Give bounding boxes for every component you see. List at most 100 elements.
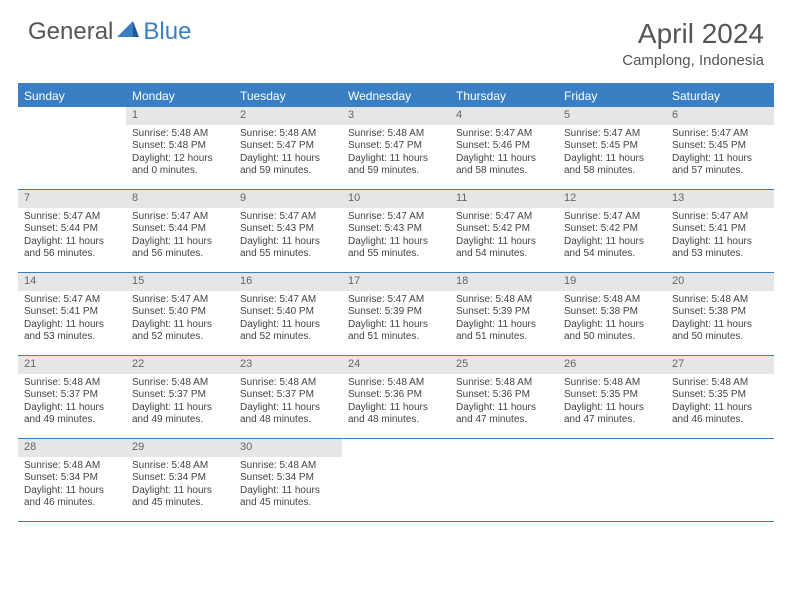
cell-line: Daylight: 11 hours and 51 minutes. (456, 319, 552, 344)
cell-line: Sunrise: 5:47 AM (240, 294, 336, 307)
day-header: Tuesday (234, 85, 342, 107)
cell-line: Daylight: 11 hours and 51 minutes. (348, 319, 444, 344)
cell-line: Sunrise: 5:47 AM (348, 294, 444, 307)
day-number: 27 (666, 356, 774, 374)
cell-line: Sunrise: 5:48 AM (132, 460, 228, 473)
day-number: 18 (450, 273, 558, 291)
cell-line: Sunset: 5:48 PM (132, 140, 228, 153)
cell-body: Sunrise: 5:48 AMSunset: 5:38 PMDaylight:… (666, 291, 774, 348)
calendar-cell: 5Sunrise: 5:47 AMSunset: 5:45 PMDaylight… (558, 107, 666, 189)
day-number: 24 (342, 356, 450, 374)
day-number: 4 (450, 107, 558, 125)
day-header: Sunday (18, 85, 126, 107)
cell-body: Sunrise: 5:48 AMSunset: 5:35 PMDaylight:… (558, 374, 666, 431)
cell-body: Sunrise: 5:47 AMSunset: 5:42 PMDaylight:… (450, 208, 558, 265)
cell-body (558, 443, 666, 450)
header: General Blue April 2024 Camplong, Indone… (0, 0, 792, 77)
calendar-cell: 14Sunrise: 5:47 AMSunset: 5:41 PMDayligh… (18, 273, 126, 355)
logo-triangle-icon (117, 18, 139, 46)
day-number: 5 (558, 107, 666, 125)
logo: General Blue (28, 18, 191, 46)
day-number: 14 (18, 273, 126, 291)
cell-body: Sunrise: 5:47 AMSunset: 5:45 PMDaylight:… (558, 125, 666, 182)
cell-line: Daylight: 11 hours and 46 minutes. (672, 402, 768, 427)
day-number: 3 (342, 107, 450, 125)
day-number: 11 (450, 190, 558, 208)
day-number: 22 (126, 356, 234, 374)
cell-body: Sunrise: 5:48 AMSunset: 5:47 PMDaylight:… (234, 125, 342, 182)
calendar-cell (342, 439, 450, 521)
cell-line: Sunset: 5:36 PM (348, 389, 444, 402)
cell-line: Daylight: 11 hours and 52 minutes. (132, 319, 228, 344)
cell-line: Sunrise: 5:47 AM (456, 128, 552, 141)
day-number: 25 (450, 356, 558, 374)
day-header: Thursday (450, 85, 558, 107)
day-number: 9 (234, 190, 342, 208)
cell-line: Sunrise: 5:48 AM (456, 294, 552, 307)
day-header: Wednesday (342, 85, 450, 107)
cell-line: Sunset: 5:37 PM (24, 389, 120, 402)
cell-line: Daylight: 11 hours and 54 minutes. (456, 236, 552, 261)
cell-line: Sunset: 5:38 PM (672, 306, 768, 319)
calendar-cell: 29Sunrise: 5:48 AMSunset: 5:34 PMDayligh… (126, 439, 234, 521)
cell-line: Sunrise: 5:47 AM (132, 294, 228, 307)
cell-body: Sunrise: 5:48 AMSunset: 5:37 PMDaylight:… (126, 374, 234, 431)
cell-line: Sunset: 5:39 PM (348, 306, 444, 319)
day-number: 15 (126, 273, 234, 291)
day-number: 1 (126, 107, 234, 125)
cell-line: Daylight: 11 hours and 56 minutes. (24, 236, 120, 261)
calendar-cell: 18Sunrise: 5:48 AMSunset: 5:39 PMDayligh… (450, 273, 558, 355)
calendar-cell: 8Sunrise: 5:47 AMSunset: 5:44 PMDaylight… (126, 190, 234, 272)
cell-line: Sunrise: 5:48 AM (564, 377, 660, 390)
cell-body: Sunrise: 5:47 AMSunset: 5:40 PMDaylight:… (234, 291, 342, 348)
week-row: 1Sunrise: 5:48 AMSunset: 5:48 PMDaylight… (18, 107, 774, 190)
cell-body: Sunrise: 5:48 AMSunset: 5:36 PMDaylight:… (342, 374, 450, 431)
cell-line: Daylight: 11 hours and 49 minutes. (24, 402, 120, 427)
cell-line: Daylight: 11 hours and 50 minutes. (564, 319, 660, 344)
day-header: Monday (126, 85, 234, 107)
cell-line: Sunrise: 5:48 AM (240, 128, 336, 141)
cell-line: Sunrise: 5:47 AM (672, 211, 768, 224)
cell-body: Sunrise: 5:47 AMSunset: 5:39 PMDaylight:… (342, 291, 450, 348)
cell-line: Sunrise: 5:48 AM (348, 128, 444, 141)
location-label: Camplong, Indonesia (622, 52, 764, 69)
cell-line: Daylight: 11 hours and 48 minutes. (240, 402, 336, 427)
cell-line: Sunset: 5:40 PM (240, 306, 336, 319)
calendar-cell: 20Sunrise: 5:48 AMSunset: 5:38 PMDayligh… (666, 273, 774, 355)
cell-line: Sunset: 5:44 PM (132, 223, 228, 236)
cell-line: Daylight: 11 hours and 47 minutes. (564, 402, 660, 427)
cell-body (18, 111, 126, 118)
cell-body: Sunrise: 5:48 AMSunset: 5:36 PMDaylight:… (450, 374, 558, 431)
cell-body: Sunrise: 5:47 AMSunset: 5:44 PMDaylight:… (18, 208, 126, 265)
calendar-cell: 10Sunrise: 5:47 AMSunset: 5:43 PMDayligh… (342, 190, 450, 272)
calendar-cell: 11Sunrise: 5:47 AMSunset: 5:42 PMDayligh… (450, 190, 558, 272)
cell-line: Daylight: 11 hours and 53 minutes. (24, 319, 120, 344)
cell-body: Sunrise: 5:48 AMSunset: 5:37 PMDaylight:… (18, 374, 126, 431)
cell-line: Sunset: 5:43 PM (348, 223, 444, 236)
day-number: 17 (342, 273, 450, 291)
day-number: 20 (666, 273, 774, 291)
title-block: April 2024 Camplong, Indonesia (622, 18, 764, 69)
day-number: 26 (558, 356, 666, 374)
cell-line: Sunset: 5:40 PM (132, 306, 228, 319)
cell-line: Daylight: 12 hours and 0 minutes. (132, 153, 228, 178)
day-number: 13 (666, 190, 774, 208)
cell-line: Daylight: 11 hours and 45 minutes. (240, 485, 336, 510)
cell-line: Sunset: 5:45 PM (564, 140, 660, 153)
cell-line: Daylight: 11 hours and 58 minutes. (564, 153, 660, 178)
cell-body: Sunrise: 5:47 AMSunset: 5:46 PMDaylight:… (450, 125, 558, 182)
cell-line: Sunset: 5:34 PM (132, 472, 228, 485)
cell-line: Sunset: 5:42 PM (456, 223, 552, 236)
cell-line: Daylight: 11 hours and 49 minutes. (132, 402, 228, 427)
day-number: 16 (234, 273, 342, 291)
calendar-cell: 13Sunrise: 5:47 AMSunset: 5:41 PMDayligh… (666, 190, 774, 272)
cell-line: Daylight: 11 hours and 55 minutes. (348, 236, 444, 261)
cell-line: Sunset: 5:41 PM (672, 223, 768, 236)
page-title: April 2024 (622, 18, 764, 50)
cell-body: Sunrise: 5:48 AMSunset: 5:34 PMDaylight:… (18, 457, 126, 514)
cell-line: Sunset: 5:41 PM (24, 306, 120, 319)
cell-line: Sunrise: 5:47 AM (240, 211, 336, 224)
day-number: 12 (558, 190, 666, 208)
cell-line: Sunset: 5:36 PM (456, 389, 552, 402)
cell-line: Sunrise: 5:47 AM (132, 211, 228, 224)
